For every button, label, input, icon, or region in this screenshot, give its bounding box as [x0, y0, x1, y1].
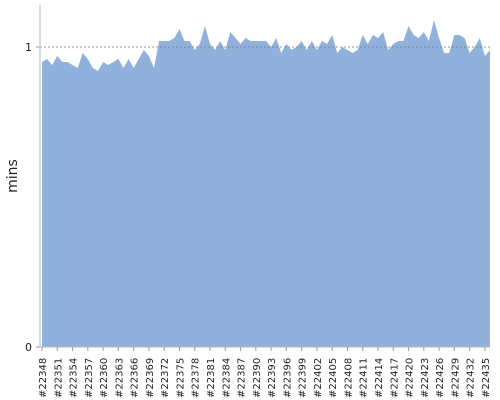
x-tick-label: #22405	[328, 358, 339, 398]
x-tick-label: #22408	[343, 358, 354, 398]
x-tick-label: #22384	[221, 358, 232, 398]
x-tick-label: #22366	[130, 358, 141, 398]
x-tick-label: #22393	[267, 358, 278, 398]
x-tick-label: #22432	[466, 358, 477, 398]
y-tick-label: 0	[25, 341, 32, 354]
x-tick-label: #22348	[38, 358, 49, 398]
x-tick-label: #22420	[405, 358, 416, 398]
x-tick-label: #22423	[420, 358, 431, 398]
x-tick-label: #22357	[84, 358, 95, 398]
x-tick-label: #22381	[206, 358, 217, 398]
y-axis-label: mins	[5, 159, 21, 193]
area	[42, 20, 490, 347]
x-tick-label: #22351	[53, 358, 64, 398]
x-tick-label: #22411	[359, 358, 370, 398]
x-tick-label: #22417	[389, 358, 400, 398]
x-tick-label: #22375	[175, 358, 186, 398]
x-tick-label: #22354	[69, 358, 80, 398]
x-tick-label: #22360	[99, 358, 110, 398]
x-tick-label: #22414	[374, 358, 385, 398]
x-tick-label: #22426	[435, 358, 446, 398]
x-tick-label: #22399	[298, 358, 309, 398]
x-tick-label: #22369	[145, 358, 156, 398]
x-tick-label: #22387	[237, 358, 248, 398]
x-tick-label: #22435	[481, 358, 492, 398]
x-tick-label: #22390	[252, 358, 263, 398]
x-tick-label: #22429	[450, 358, 461, 398]
x-tick-label: #22402	[313, 358, 324, 398]
x-tick-label: #22396	[282, 358, 293, 398]
x-tick-label: #22363	[114, 358, 125, 398]
y-tick-label: 1	[25, 41, 32, 54]
x-tick-label: #22378	[191, 358, 202, 398]
x-tick-label: #22372	[160, 358, 171, 398]
